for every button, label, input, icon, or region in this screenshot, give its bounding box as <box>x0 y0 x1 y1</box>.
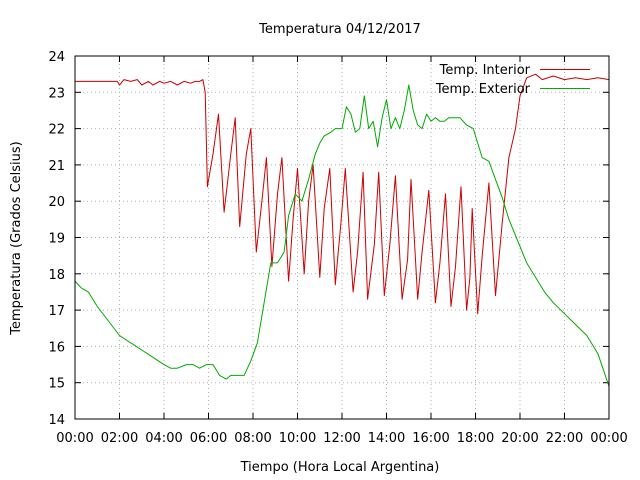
x-tick-label: 22:00 <box>546 431 583 446</box>
x-tick-label: 02:00 <box>101 431 138 446</box>
x-tick-label: 00:00 <box>590 431 627 446</box>
y-axis-label: Temperatura (Grados Celsius) <box>9 141 24 335</box>
y-tick-label: 14 <box>48 413 65 428</box>
grid <box>75 56 609 419</box>
y-tick-label: 20 <box>48 195 65 210</box>
x-tick-label: 12:00 <box>323 431 360 446</box>
x-tick-label: 18:00 <box>457 431 494 446</box>
legend-label-exterior: Temp. Exterior <box>435 82 531 97</box>
x-axis-ticks: 00:00 02:00 04:00 06:00 08:00 10:00 12:00 14:00… <box>56 56 628 446</box>
y-tick-label: 19 <box>48 232 65 247</box>
y-tick-label: 21 <box>48 159 65 174</box>
series-lines <box>74 73 610 387</box>
legend: Temp. Interior Temp. Exterior <box>435 63 590 97</box>
y-axis-ticks: 14 15 16 17 18 19 20 21 22 23 24 <box>48 50 609 428</box>
legend-label-interior: Temp. Interior <box>439 63 531 78</box>
chart-title: Temperatura 04/12/2017 <box>258 22 421 37</box>
y-tick-label: 18 <box>48 268 65 283</box>
x-tick-label: 00:00 <box>56 431 93 446</box>
series-line-interior <box>75 73 610 315</box>
x-tick-label: 20:00 <box>501 431 538 446</box>
x-axis-label: Tiempo (Hora Local Argentina) <box>240 460 440 475</box>
y-tick-label: 15 <box>48 377 65 392</box>
y-tick-label: 17 <box>48 304 65 319</box>
y-tick-label: 23 <box>48 86 65 101</box>
series-line-exterior <box>74 84 610 387</box>
y-tick-label: 24 <box>48 50 65 65</box>
x-tick-label: 14:00 <box>368 431 405 446</box>
x-tick-label: 10:00 <box>279 431 316 446</box>
x-tick-label: 06:00 <box>190 431 227 446</box>
y-tick-label: 22 <box>48 123 65 138</box>
x-tick-label: 16:00 <box>412 431 449 446</box>
x-tick-label: 08:00 <box>234 431 271 446</box>
x-tick-label: 04:00 <box>145 431 182 446</box>
plot-frame <box>74 55 610 420</box>
y-tick-label: 16 <box>48 340 65 355</box>
